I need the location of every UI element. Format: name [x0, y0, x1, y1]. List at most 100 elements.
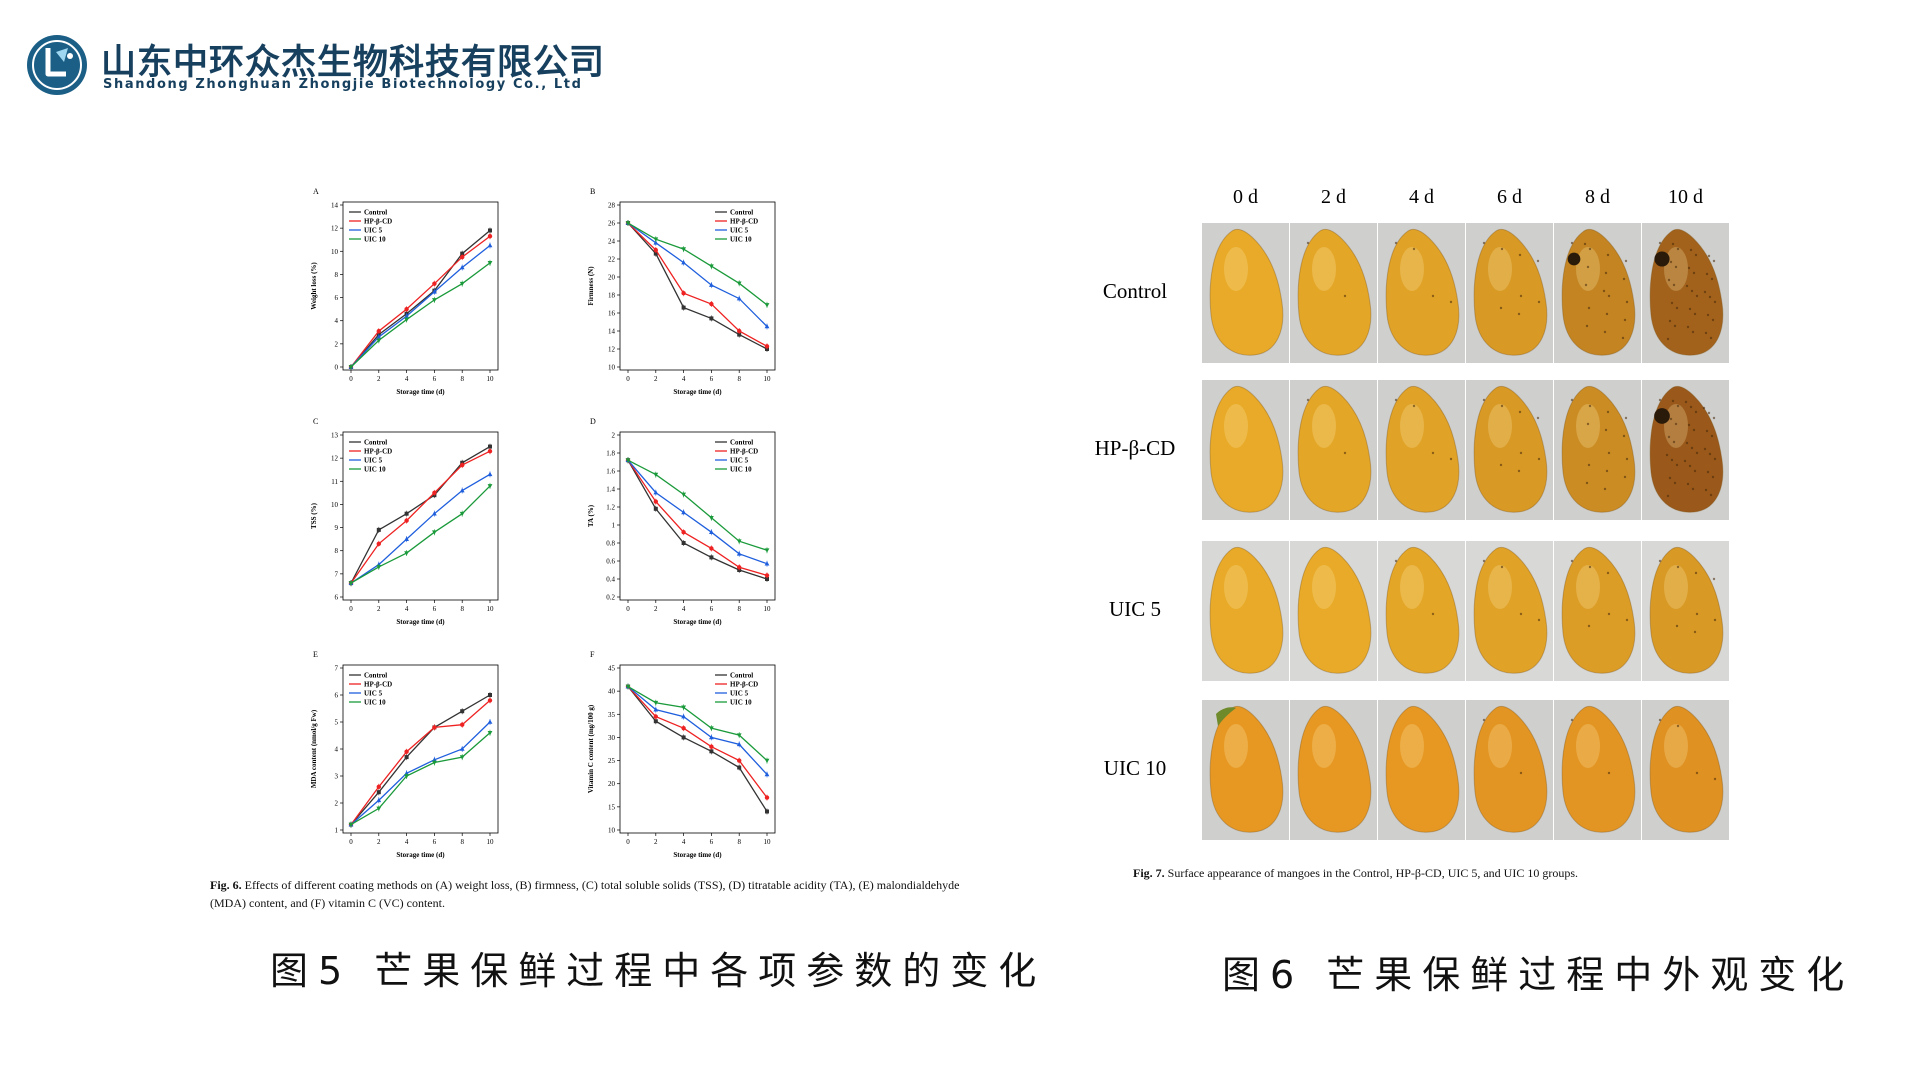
mango-fruit [1209, 546, 1284, 674]
data-point [709, 316, 714, 321]
data-point [404, 306, 409, 312]
y-tick-label: 10 [608, 364, 616, 372]
x-tick-label: 10 [764, 375, 772, 383]
mango-photo [1554, 700, 1641, 840]
data-point [404, 755, 409, 760]
figure-7-caption-label: Fig. 7. [1133, 866, 1165, 880]
legend-label: UIC 10 [364, 699, 386, 707]
data-point [460, 254, 465, 260]
data-point [404, 511, 409, 516]
mango-photo [1378, 380, 1465, 520]
mango-fruit [1297, 385, 1372, 513]
plot-frame [619, 201, 776, 371]
mango-fruit [1561, 705, 1636, 833]
group-label: UIC 5 [1109, 597, 1161, 621]
x-tick-label: 10 [487, 375, 495, 383]
data-point [460, 709, 465, 714]
data-point [432, 281, 437, 286]
x-tick-label: 8 [460, 838, 464, 846]
data-point [764, 548, 770, 553]
mango-fruit [1209, 705, 1284, 833]
mango-fruit [1649, 705, 1724, 833]
data-point [736, 733, 742, 738]
data-point [681, 714, 686, 719]
data-point [376, 328, 381, 334]
x-tick-label: 4 [405, 375, 409, 383]
y-tick-label: 8 [335, 547, 339, 555]
mango-fruit [1209, 228, 1284, 356]
data-point [459, 746, 465, 751]
legend-label: UIC 5 [730, 690, 749, 698]
group-label: UIC 10 [1103, 756, 1167, 780]
series-line-HP-β-CD [627, 686, 768, 798]
data-point [348, 581, 354, 586]
data-point [764, 573, 770, 578]
day-label: 8 d [1585, 186, 1610, 208]
legend-label: UIC 5 [364, 690, 383, 698]
data-point [681, 725, 686, 731]
data-point [487, 698, 493, 703]
legend-label: UIC 5 [730, 227, 749, 235]
mango-fruit [1297, 546, 1372, 674]
x-tick-label: 2 [654, 375, 658, 383]
legend-label: UIC 10 [364, 466, 386, 474]
data-point [460, 722, 465, 727]
x-tick-label: 4 [405, 838, 409, 846]
plot-frame [619, 664, 776, 834]
data-point [653, 251, 658, 256]
legend-label: HP-β-CD [364, 681, 392, 689]
y-tick-label: 5 [335, 719, 339, 727]
mango-fruit [1473, 705, 1548, 833]
data-point [376, 527, 381, 532]
y-tick-label: 7 [335, 665, 339, 673]
figure-6-caption-text: Effects of different coating methods on … [210, 878, 960, 910]
y-tick-label: 1.6 [606, 468, 615, 476]
data-point [432, 760, 437, 766]
series-line-Control [350, 446, 491, 584]
data-point [432, 757, 437, 762]
chart-panel-C: C 6 7 8 9 10 11 12 13 0 2 4 6 8 10 Storage time (d) TSS … [310, 417, 499, 626]
mango-fruit [1209, 385, 1284, 513]
data-point [376, 806, 382, 811]
y-tick-label: 0.4 [606, 576, 615, 584]
data-point [404, 551, 409, 556]
data-point [764, 771, 770, 777]
mango-fruit [1385, 385, 1460, 513]
y-tick-label: 1.8 [606, 450, 615, 458]
data-point [681, 305, 686, 310]
mango-photo [1378, 223, 1465, 363]
mango-fruit [1297, 228, 1372, 356]
series-line-HP-β-CD [350, 450, 491, 584]
y-tick-label: 2 [335, 340, 339, 348]
mango-fruit [1561, 546, 1636, 674]
data-point [376, 784, 381, 789]
data-point [432, 289, 437, 294]
x-tick-label: 6 [710, 605, 714, 613]
y-tick-label: 28 [608, 202, 616, 210]
x-axis-label: Storage time (d) [673, 618, 722, 626]
data-point [459, 755, 465, 760]
x-tick-label: 0 [349, 375, 353, 383]
x-tick-label: 8 [737, 375, 741, 383]
legend-label: UIC 5 [364, 457, 383, 465]
x-tick-label: 2 [377, 605, 381, 613]
series-line-UIC 10 [627, 685, 768, 762]
mango-photo [1202, 223, 1289, 363]
y-tick-label: 0.6 [606, 558, 615, 566]
mango-photo [1554, 223, 1641, 363]
data-point [681, 291, 686, 296]
legend-label: HP-β-CD [730, 681, 758, 689]
y-tick-label: 3 [335, 773, 339, 781]
legend-label: Control [730, 209, 753, 217]
data-point [404, 770, 409, 776]
day-label: 2 d [1321, 186, 1346, 208]
y-tick-label: 14 [331, 202, 339, 210]
y-tick-label: 1 [335, 827, 339, 835]
chart-panel-D: D 0.2 0.4 0.6 0.8 1 1.2 1.4 1.6 1.8 2 0 2 4 6 8 10 Storag… [587, 417, 776, 626]
data-point [681, 247, 686, 252]
company-name-cn: 山东中环众杰生物科技有限公司 [101, 43, 606, 83]
data-point [487, 242, 493, 248]
data-point [737, 328, 742, 334]
x-tick-label: 8 [737, 605, 741, 613]
